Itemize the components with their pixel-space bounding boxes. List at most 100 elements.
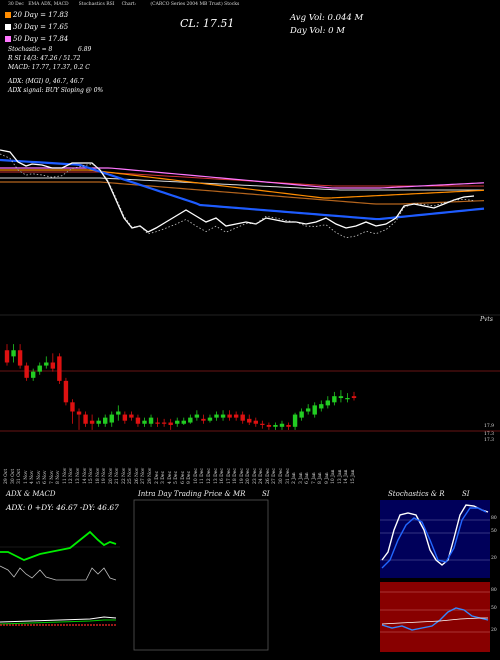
intraday-si: SI bbox=[262, 490, 270, 498]
candle-body-47 bbox=[312, 405, 317, 415]
candle-body-19 bbox=[129, 414, 134, 418]
candle-body-16 bbox=[109, 414, 114, 423]
stoch-panel-title: Stochastics & R bbox=[388, 490, 445, 498]
rsi-tick-20: 20 bbox=[491, 628, 497, 633]
ma-line-blue bbox=[0, 158, 485, 221]
candle-body-41 bbox=[273, 424, 278, 427]
header-chart: Chart: bbox=[121, 2, 137, 7]
candle-body-12 bbox=[83, 414, 88, 424]
candle-body-32 bbox=[214, 414, 219, 418]
candle-body-20 bbox=[135, 417, 141, 424]
candle-body-13 bbox=[89, 420, 95, 424]
candle-body-33 bbox=[220, 414, 226, 418]
chart-header: 30 Dec EMA ADX, MACD Stochastics RSI Cha… bbox=[8, 2, 239, 7]
candle-body-21 bbox=[142, 420, 147, 424]
adx-signal-line: ADX signal: BUY Sloping @ 0% bbox=[8, 87, 104, 94]
adx-minus-di-line bbox=[0, 565, 117, 581]
candle-body-53 bbox=[351, 396, 357, 399]
stoch-k-line bbox=[381, 504, 489, 566]
candle-body-40 bbox=[266, 424, 272, 427]
stoch-tick-50: 50 bbox=[491, 529, 497, 534]
candle-body-44 bbox=[292, 414, 298, 427]
intraday-panel-title: Intra Day Trading Price & MR bbox=[138, 490, 246, 498]
ma-dotted-line bbox=[0, 153, 475, 239]
ma50-legend: 50 Day = 17.84 bbox=[5, 35, 68, 43]
candle-body-49 bbox=[325, 400, 331, 406]
ma20-swatch bbox=[5, 12, 11, 18]
header-symbol: (CARCO Series 2004 MB Trust) Stocks bbox=[150, 2, 240, 7]
day-volume: Day Vol: 0 M bbox=[290, 26, 345, 36]
candle-body-23 bbox=[155, 422, 160, 424]
ma30-legend: 30 Day = 17.65 bbox=[5, 23, 68, 31]
volume-label: Pvts bbox=[480, 316, 493, 323]
candle-body-35 bbox=[233, 414, 239, 418]
macd-line bbox=[0, 616, 117, 623]
candle-body-51 bbox=[338, 396, 344, 399]
candle-body-2 bbox=[17, 350, 23, 366]
candle-body-0 bbox=[4, 350, 10, 363]
ma-price-line bbox=[0, 149, 475, 233]
ma20-label: 20 Day = 17.83 bbox=[13, 11, 69, 19]
candle-body-43 bbox=[286, 424, 291, 427]
ma-line-white-flat bbox=[0, 177, 484, 191]
candle-right-label-3: 17.3 bbox=[484, 438, 495, 443]
intraday-box bbox=[133, 499, 269, 651]
candle-body-30 bbox=[201, 418, 206, 421]
ma-line-red bbox=[0, 171, 484, 187]
candle-body-48 bbox=[319, 404, 324, 409]
candle-body-39 bbox=[260, 423, 265, 425]
candle-body-38 bbox=[253, 420, 258, 424]
candle-body-10 bbox=[70, 402, 75, 412]
candle-body-31 bbox=[207, 417, 213, 421]
header-date: 30 Dec bbox=[8, 2, 24, 7]
candle-body-25 bbox=[168, 422, 173, 425]
candle-body-6 bbox=[44, 362, 49, 366]
candle-right-label-1: 17.9 bbox=[484, 424, 495, 429]
header-ema: EMA ADX, MACD bbox=[28, 2, 69, 7]
stoch-label: Stochastic = 8 bbox=[8, 46, 53, 53]
ma30-label: 30 Day = 17.65 bbox=[13, 23, 69, 31]
candle-body-36 bbox=[240, 414, 245, 421]
candle-body-3 bbox=[24, 365, 29, 378]
avg-volume: Avg Vol: 0.044 M bbox=[290, 13, 364, 23]
candle-body-27 bbox=[181, 420, 186, 424]
stoch-panel-bg bbox=[380, 500, 490, 578]
candle-body-9 bbox=[63, 380, 69, 403]
candle-body-26 bbox=[175, 420, 180, 424]
candle-body-14 bbox=[96, 420, 101, 424]
candle-body-22 bbox=[148, 417, 154, 424]
adx-plus-di-line bbox=[0, 530, 117, 561]
candle-body-4 bbox=[30, 371, 36, 378]
candle-body-46 bbox=[305, 408, 311, 412]
ma30-swatch bbox=[5, 24, 11, 30]
candle-body-34 bbox=[227, 414, 232, 418]
stoch-tick-80: 80 bbox=[491, 516, 497, 521]
macd-line: MACD: 17.77, 17.37, 0.2 C bbox=[8, 64, 90, 71]
candle-body-28 bbox=[188, 417, 193, 423]
ma-line-orange bbox=[0, 169, 485, 199]
candle-body-45 bbox=[299, 411, 304, 418]
moving-average-panel bbox=[0, 149, 500, 316]
stoch-si: SI bbox=[462, 490, 470, 498]
candle-body-18 bbox=[122, 414, 128, 421]
adx-values: ADX: 0 +DY: 46.67 -DY: 46.67 bbox=[6, 503, 119, 512]
rsi-panel-bg bbox=[380, 582, 490, 652]
stoch-d-line bbox=[381, 507, 487, 569]
candle-body-5 bbox=[37, 365, 42, 372]
ma50-swatch bbox=[5, 36, 11, 42]
close-price: CL: 17.51 bbox=[180, 17, 235, 30]
candle-body-42 bbox=[279, 423, 285, 427]
ma50-label: 50 Day = 17.84 bbox=[13, 35, 69, 43]
candle-right-label-2: 17.3 bbox=[484, 432, 495, 437]
candle-body-52 bbox=[345, 398, 350, 400]
candle-body-37 bbox=[247, 418, 252, 423]
ma-line-brown bbox=[0, 181, 485, 205]
ma-line-pink bbox=[0, 167, 485, 189]
stoch-tick-20: 20 bbox=[491, 556, 497, 561]
header-stoch: Stochastics RSI bbox=[78, 2, 115, 7]
candle-body-1 bbox=[11, 350, 16, 357]
adx-line: ADX: (MGI) 0, 46.7, 46.7 bbox=[8, 78, 84, 85]
candle-body-29 bbox=[194, 414, 200, 418]
candlestick-panel bbox=[0, 344, 500, 432]
